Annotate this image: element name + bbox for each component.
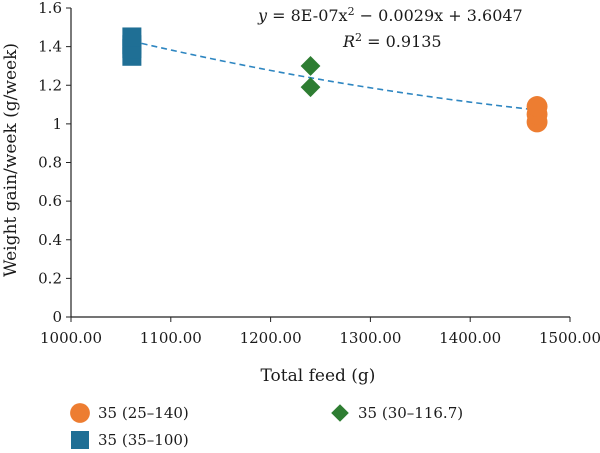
trendline: [131, 40, 538, 111]
data-point-circle: [526, 96, 548, 117]
x-tick-label: 1400.00: [439, 329, 501, 347]
y-tick-label: 0.6: [38, 192, 62, 210]
y-tick-label: 0.4: [38, 231, 62, 249]
y-tick-label: 1.4: [38, 38, 62, 56]
legend-marker-diamond: [331, 404, 349, 422]
equation-body: = 8E-07x: [267, 6, 348, 25]
plot-area: 0 0.2 0.4 0.6 0.8 1 1.2 1.4 1.6 1000.00 1100.00 120…: [38, 0, 600, 347]
y-tick-label: 0.8: [38, 154, 62, 172]
x-tick-label: 1000.00: [40, 329, 102, 347]
r2-value: = 0.9135: [362, 32, 442, 51]
equation-exponent: 2: [348, 5, 355, 18]
legend-marker-circle: [70, 403, 90, 423]
x-tick-label: 1100.00: [140, 329, 202, 347]
y-tick-label: 1.6: [38, 0, 62, 17]
legend-label: 35 (25–140): [98, 404, 189, 422]
x-tick-label: 1300.00: [339, 329, 401, 347]
r2-symbol: R: [342, 32, 355, 51]
y-tick-label: 1.2: [38, 76, 62, 94]
equation-tail: − 0.0029x + 3.6047: [355, 6, 523, 25]
legend: 35 (25–140) 35 (30–116.7) 35 (35–100): [70, 403, 463, 449]
legend-label: 35 (35–100): [98, 431, 189, 449]
legend-label: 35 (30–116.7): [358, 404, 463, 422]
data-marks: [122, 27, 548, 133]
r-squared-label: R2 = 0.9135: [342, 31, 442, 51]
x-tick-label: 1500.00: [539, 329, 600, 347]
legend-marker-square: [71, 431, 89, 449]
y-axis-title: Weight gain/week (g/week): [1, 43, 21, 277]
r2-exponent: 2: [355, 31, 362, 44]
data-point-square: [122, 27, 142, 47]
y-tick-label: 1: [52, 115, 62, 133]
equation-y: y: [257, 6, 268, 25]
x-axis-title: Total feed (g): [261, 366, 376, 386]
data-point-diamond: [300, 77, 321, 98]
data-point-diamond: [300, 56, 321, 76]
y-tick-label: 0.2: [38, 269, 62, 287]
y-tick-label: 0: [52, 308, 62, 326]
trendline-equation: y = 8E-07x2 − 0.0029x + 3.6047: [257, 5, 523, 25]
x-tick-label: 1200.00: [240, 329, 302, 347]
